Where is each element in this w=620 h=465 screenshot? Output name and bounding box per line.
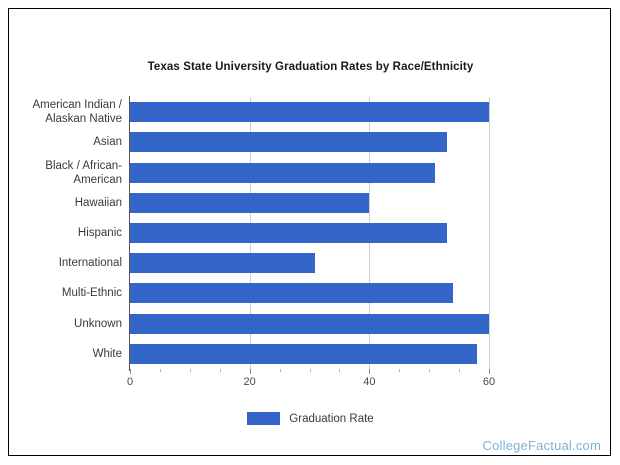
y-axis-category-label: Unknown	[74, 317, 122, 330]
y-axis-category-label: Hispanic	[77, 227, 122, 239]
bar-row: White	[93, 343, 489, 364]
y-axis-category-label: White	[92, 347, 122, 360]
bar-row: Hawaiian	[75, 192, 489, 213]
x-tick-20	[249, 369, 251, 374]
x-tick-35	[339, 369, 341, 372]
x-tick-10	[189, 369, 191, 372]
bar-graduation-rate	[130, 132, 448, 153]
chart-figure: Texas State University Graduation Rates …	[8, 8, 611, 456]
legend-label-graduation-rate: Graduation Rate	[289, 412, 374, 425]
x-tick-25	[279, 369, 281, 372]
bar-graduation-rate	[130, 102, 489, 123]
gridline-60	[489, 97, 490, 369]
legend-swatch-graduation-rate	[247, 412, 281, 425]
bar-row: American Indian / Alaskan Native	[33, 99, 489, 125]
y-axis-category-label: International	[58, 257, 122, 270]
bar-graduation-rate	[130, 192, 370, 213]
y-axis-category-label: Multi-Ethnic	[61, 287, 122, 300]
bar-row: Asian	[93, 132, 489, 153]
x-tick-label-20: 20	[243, 376, 256, 388]
y-axis-category-label: Hawaiian	[74, 196, 122, 209]
bar-row: Hispanic	[78, 223, 489, 243]
watermark-collegefactual: CollegeFactual.com	[482, 438, 601, 453]
bar-graduation-rate	[130, 162, 436, 183]
x-tick-60	[489, 369, 490, 374]
x-tick-label-0: 0	[126, 376, 134, 388]
x-tick-50	[429, 369, 431, 372]
x-tick-15	[219, 369, 221, 372]
chart-title: Texas State University Graduation Rates …	[147, 61, 474, 73]
bar-graduation-rate	[130, 343, 478, 364]
plot-area: American Indian / Alaskan Native Asian Bla…	[33, 97, 495, 388]
x-tick-45	[399, 369, 401, 372]
y-axis-line	[129, 96, 130, 371]
bar-row: Multi-Ethnic	[62, 283, 489, 304]
x-tick-0	[130, 369, 131, 374]
bar-row: International	[59, 253, 489, 274]
bar-graduation-rate	[130, 313, 489, 334]
x-tick-30	[309, 369, 311, 372]
bar-row: Black / African- American	[45, 160, 489, 186]
bar-graduation-rate	[130, 283, 454, 304]
bar-graduation-rate	[130, 253, 316, 274]
x-tick-55	[459, 369, 461, 372]
y-axis-category-label: Black / African- American	[45, 159, 122, 186]
x-tick-5	[159, 369, 161, 372]
y-axis-category-label: American Indian / Alaskan Native	[32, 99, 123, 126]
x-tick-40	[369, 369, 371, 374]
y-axis-category-label: Asian	[93, 136, 122, 149]
bar-graduation-rate	[130, 223, 448, 243]
bar-row: Unknown	[74, 313, 489, 334]
x-tick-label-40: 40	[363, 376, 376, 388]
x-tick-label-60: 60	[482, 376, 496, 388]
chart-legend: Graduation Rate	[9, 412, 612, 425]
